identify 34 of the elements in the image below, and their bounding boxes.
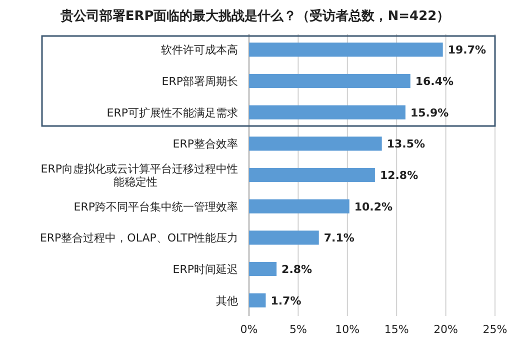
y-tick-label: 其他 [216,294,238,308]
data-label: 13.5% [386,138,426,151]
data-label: 7.1% [324,232,354,245]
data-label: 16.4% [415,75,454,88]
y-tick-label: ERP部署周期长 [162,75,238,88]
bar [249,199,350,214]
x-tick-label: 0% [240,323,258,336]
bar [249,168,375,182]
data-label: 15.9% [410,106,449,120]
data-label: 12.8% [380,169,418,182]
y-tick-label: ERP向虚拟化或云计算平台迁移过程中性能稳定性 [40,162,238,188]
x-tick-label: 10% [335,323,360,336]
data-label: 1.7% [270,294,302,308]
bar [249,74,410,88]
y-tick-label: ERP时间延迟 [172,263,238,276]
y-tick-label: 软件许可成本高 [161,44,238,57]
x-tick-label: 5% [289,323,307,336]
y-tick-label: ERP可扩展性不能满足需求 [106,106,238,120]
bar [249,42,443,57]
bar [249,230,319,245]
data-label: 10.2% [354,200,393,214]
data-label: 2.8% [282,263,312,276]
y-tick-label: ERP跨不同平台集中统一管理效率 [74,200,238,214]
bar [249,136,382,151]
bar [249,105,406,120]
bar [249,262,277,276]
x-tick-label: 15% [384,323,409,336]
y-tick-label: ERP整合效率 [172,138,238,151]
x-tick-label: 20% [434,323,458,336]
bar [249,293,266,308]
chart-title: 贵公司部署ERP面临的最大挑战是什么？（受访者总数，N=422） [59,8,450,24]
x-tick-label: 25% [482,323,508,336]
data-label: 19.7% [448,44,486,57]
y-tick-label: ERP整合过程中，OLAP、OLTP性能压力 [40,232,238,245]
